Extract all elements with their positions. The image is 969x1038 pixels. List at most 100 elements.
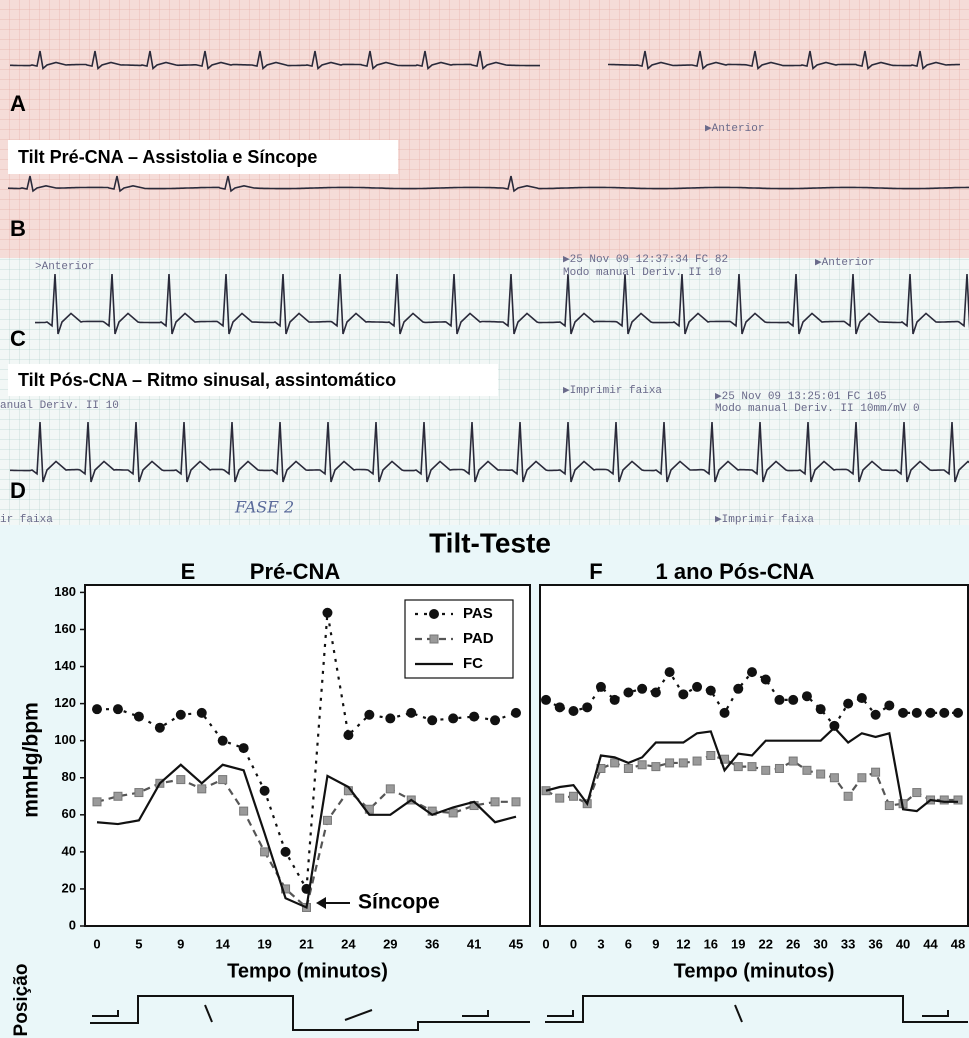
point	[637, 684, 647, 694]
x-tick-label: 45	[509, 936, 523, 951]
point	[858, 774, 866, 782]
point	[871, 710, 881, 720]
x-tick-label: 16	[704, 936, 718, 951]
x-tick-label: 0	[93, 936, 100, 951]
point	[93, 798, 101, 806]
point	[322, 608, 332, 618]
point	[623, 687, 633, 697]
caption: Tilt Pré-CNA – Assistolia e Síncope	[18, 147, 317, 167]
point	[652, 763, 660, 771]
strip-label: B	[10, 216, 26, 241]
point	[323, 816, 331, 824]
printout-text: ▶Imprimir faixa	[563, 385, 662, 397]
point	[733, 684, 743, 694]
x-tick-label: 48	[951, 936, 965, 951]
point	[448, 713, 458, 723]
panel-label: E	[181, 559, 196, 584]
point	[788, 695, 798, 705]
point	[176, 710, 186, 720]
y-tick-label: 40	[62, 843, 76, 858]
panel-title: Pré-CNA	[250, 559, 341, 584]
x-tick-label: 19	[731, 936, 745, 951]
x-tick-label: 9	[177, 936, 184, 951]
point	[427, 715, 437, 725]
point	[817, 770, 825, 778]
point	[857, 693, 867, 703]
point	[240, 807, 248, 815]
point	[611, 759, 619, 767]
x-tick-label: 9	[652, 936, 659, 951]
legend-label: PAD	[463, 630, 494, 647]
point	[693, 757, 701, 765]
point	[913, 789, 921, 797]
point	[134, 712, 144, 722]
point	[624, 764, 632, 772]
point	[177, 776, 185, 784]
point	[512, 798, 520, 806]
point	[343, 730, 353, 740]
point	[364, 710, 374, 720]
x-tick-label: 0	[570, 936, 577, 951]
point	[556, 794, 564, 802]
point	[610, 695, 620, 705]
handwritten-note: FASE 2	[234, 498, 294, 517]
point	[707, 752, 715, 760]
point	[385, 713, 395, 723]
x-tick-label: 12	[676, 936, 690, 951]
point	[490, 715, 500, 725]
point	[113, 704, 123, 714]
y-tick-label: 180	[54, 584, 76, 599]
point	[92, 704, 102, 714]
point	[720, 708, 730, 718]
point	[939, 708, 949, 718]
printout-text: ir faixa	[0, 514, 53, 526]
point	[666, 759, 674, 767]
point	[953, 708, 963, 718]
point	[665, 667, 675, 677]
point	[281, 847, 291, 857]
y-tick-label: 80	[62, 769, 76, 784]
point	[568, 706, 578, 716]
x-tick-label: 21	[299, 936, 313, 951]
strip-label: D	[10, 478, 26, 503]
y-tick-label: 160	[54, 621, 76, 636]
strip-label: C	[10, 326, 26, 351]
point	[872, 768, 880, 776]
point	[830, 774, 838, 782]
point	[692, 682, 702, 692]
x-tick-label: 44	[923, 936, 938, 951]
point	[912, 708, 922, 718]
x-tick-label: 36	[868, 936, 882, 951]
y-tick-label: 140	[54, 658, 76, 673]
point	[884, 700, 894, 710]
legend-label: PAS	[463, 605, 493, 622]
panel-label: F	[589, 559, 602, 584]
x-tick-label: 41	[467, 936, 481, 951]
point	[761, 675, 771, 685]
point	[114, 792, 122, 800]
position-label: Posição	[11, 964, 32, 1037]
point	[651, 687, 661, 697]
point	[816, 704, 826, 714]
point	[541, 695, 551, 705]
point	[469, 712, 479, 722]
x-tick-label: 19	[257, 936, 271, 951]
y-tick-label: 60	[62, 806, 76, 821]
point	[239, 743, 249, 753]
point	[155, 723, 165, 733]
x-axis-label: Tempo (minutos)	[227, 960, 388, 982]
point	[582, 702, 592, 712]
point	[198, 785, 206, 793]
figure-title: Tilt-Teste	[429, 527, 551, 558]
point	[555, 702, 565, 712]
point	[734, 763, 742, 771]
point	[596, 682, 606, 692]
point	[803, 766, 811, 774]
annotation: Síncope	[358, 891, 440, 914]
printout-text: ▶Imprimir faixa	[715, 514, 814, 526]
point	[678, 689, 688, 699]
point	[843, 699, 853, 709]
x-tick-label: 30	[813, 936, 827, 951]
point	[219, 776, 227, 784]
printout-text: ▶Anterior	[705, 123, 764, 135]
